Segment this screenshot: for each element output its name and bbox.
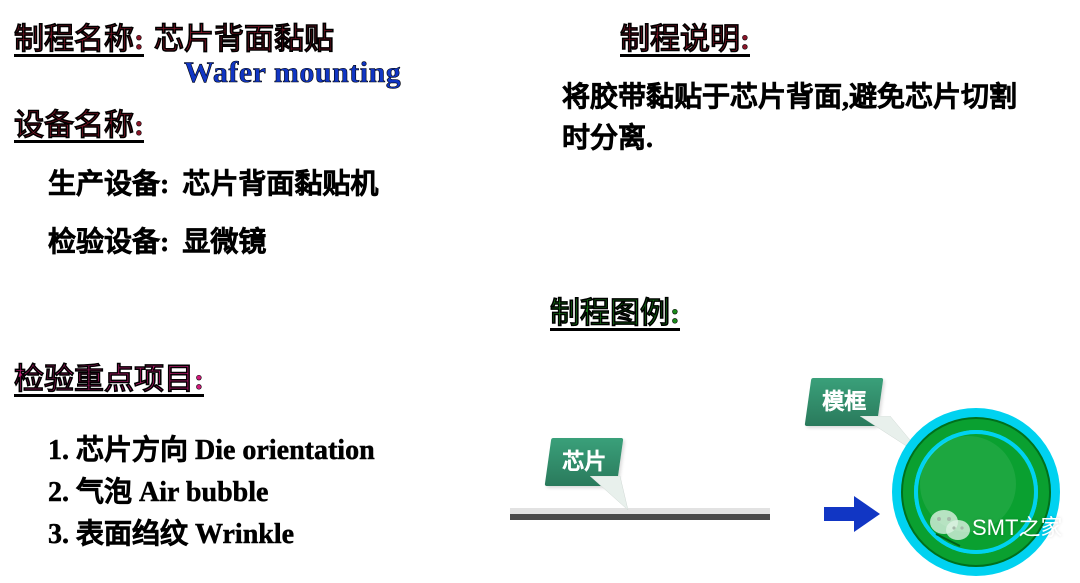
description-body: 将胶带黏贴于芯片背面,避免芯片切割时分离. — [562, 78, 1022, 159]
process-name-value-cn: 芯片背面黏贴 — [154, 23, 334, 56]
production-equip-value: 芯片背面黏贴机 — [182, 169, 378, 200]
watermark-icon — [928, 506, 972, 546]
inspection-equip-value: 显微镜 — [182, 227, 266, 258]
process-name-label: 制程名称: — [14, 23, 144, 56]
production-equip-label: 生产设备: — [48, 169, 169, 200]
inspection-item-2: 2. 气泡 Air bubble — [48, 470, 268, 510]
illustration-heading: 制程图例: — [550, 297, 680, 330]
description-heading: 制程说明: — [620, 23, 750, 56]
inspection-item-1: 1. 芯片方向 Die orientation — [48, 428, 375, 468]
watermark-text: SMT之家 — [972, 510, 1062, 542]
equipment-heading: 设备名称: — [14, 109, 144, 142]
process-name-value-en: Wafer mounting — [184, 56, 401, 89]
wafer-ring-diagram — [888, 404, 1064, 580]
chip-callout-tail — [580, 476, 640, 516]
inspection-equip-label: 检验设备: — [48, 227, 169, 258]
tape-bar-shadow — [510, 514, 770, 520]
arrow-icon — [824, 496, 882, 532]
frame-callout-text: 模框 — [822, 384, 866, 416]
chip-callout-text: 芯片 — [562, 444, 606, 476]
inspection-heading: 检验重点项目: — [14, 363, 204, 396]
inspection-item-3: 3. 表面绉纹 Wrinkle — [48, 512, 294, 552]
